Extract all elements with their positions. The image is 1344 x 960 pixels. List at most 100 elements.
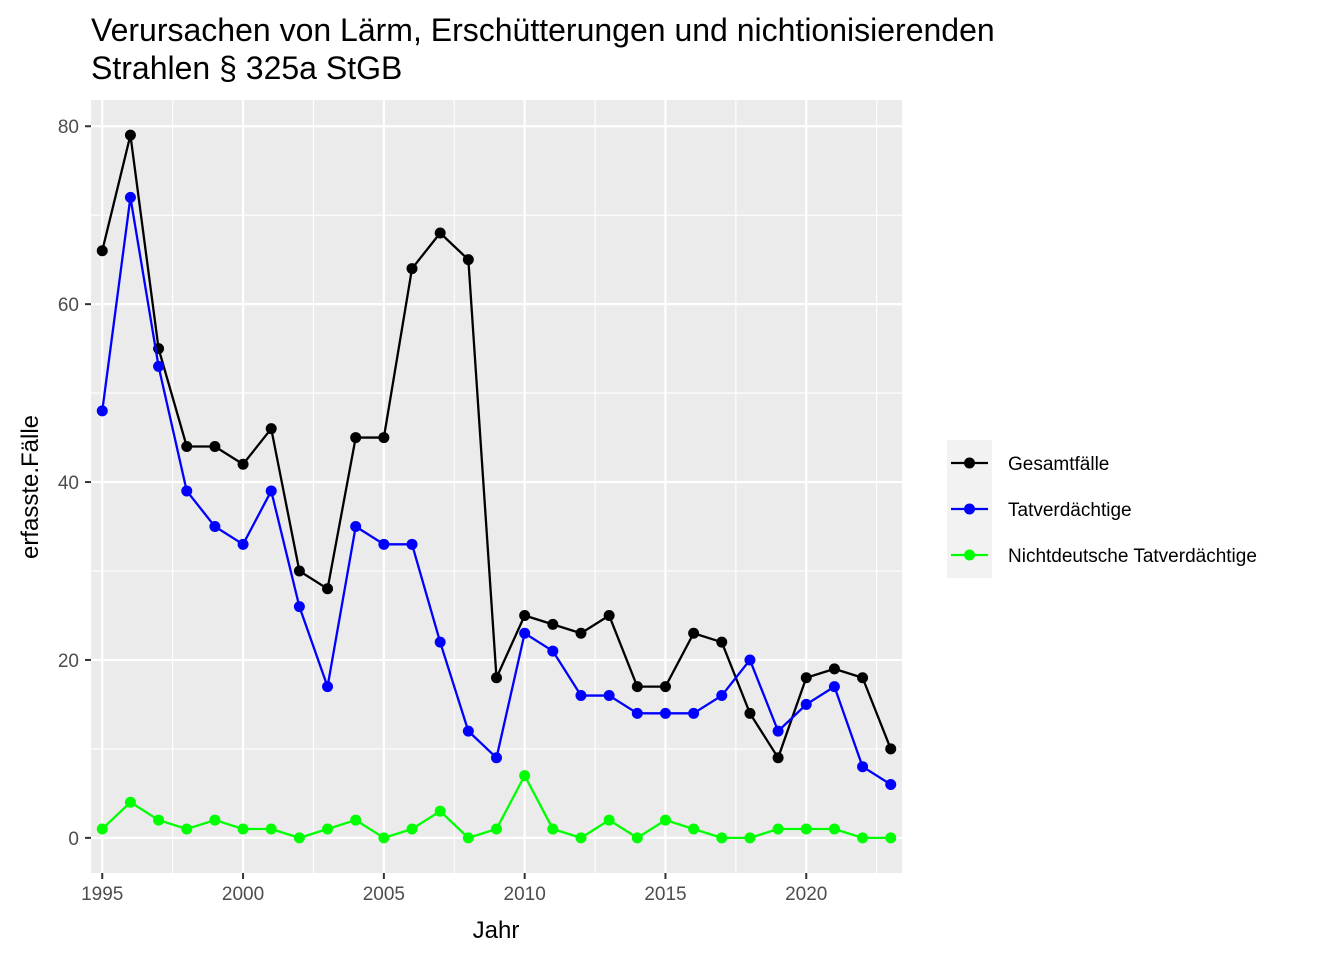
data-point (181, 823, 193, 835)
x-axis-title: Jahr (473, 917, 520, 944)
data-point (406, 823, 418, 835)
data-point (744, 707, 756, 719)
data-point (181, 485, 193, 497)
data-point (181, 440, 193, 452)
series-3 (96, 770, 897, 844)
data-point (293, 832, 305, 844)
data-point (462, 254, 474, 266)
data-point (322, 823, 334, 835)
data-point (744, 654, 756, 666)
data-point (659, 681, 671, 693)
data-point (772, 752, 784, 764)
y-tick-label: 40 (58, 473, 79, 494)
data-point (631, 681, 643, 693)
data-point (491, 752, 502, 764)
data-point (659, 814, 671, 826)
data-point (434, 636, 446, 648)
data-point (237, 823, 249, 835)
data-point (547, 618, 559, 630)
x-tick-label: 2015 (644, 884, 686, 905)
data-point (631, 707, 643, 719)
data-point (519, 627, 531, 639)
data-point (293, 565, 305, 577)
data-point (96, 405, 108, 417)
chart-title-line-1: Verursachen von Lärm, Erschütterungen un… (91, 12, 995, 48)
data-point (857, 672, 869, 684)
data-point (688, 627, 700, 639)
data-point (800, 698, 812, 710)
data-point (547, 645, 559, 657)
data-point (237, 458, 249, 470)
y-tick-label: 60 (58, 295, 79, 316)
y-axis-title: erfasste.Fälle (17, 415, 44, 559)
x-tick-label: 2005 (363, 884, 405, 905)
data-point (237, 538, 249, 550)
data-point (406, 538, 418, 550)
series-2 (96, 191, 897, 790)
legend-key-point (964, 503, 975, 515)
data-point (716, 636, 728, 648)
data-point (688, 707, 700, 719)
data-point (265, 485, 277, 497)
data-point (659, 707, 671, 719)
data-point (885, 832, 897, 844)
data-point (434, 227, 446, 239)
data-point (519, 609, 531, 621)
data-point (124, 129, 136, 141)
data-point (857, 832, 869, 844)
legend-label: Nichtdeutsche Tatverdächtige (1008, 546, 1257, 567)
data-point (322, 681, 334, 693)
data-point (575, 832, 587, 844)
legend-key-point (964, 549, 975, 561)
data-point (828, 681, 840, 693)
y-tick-label: 80 (58, 117, 79, 138)
data-point (462, 725, 474, 737)
data-point (519, 770, 531, 782)
legend-label: Gesamtfälle (1008, 454, 1109, 475)
legend-entry-1: Gesamtfälle (951, 454, 1109, 475)
data-point (631, 832, 643, 844)
data-point (406, 263, 418, 275)
data-point (575, 627, 587, 639)
data-point (603, 690, 615, 702)
data-point (857, 761, 869, 773)
data-point (124, 796, 136, 808)
data-point (744, 832, 756, 844)
data-point (209, 440, 221, 452)
data-point (772, 725, 784, 737)
data-point (491, 672, 502, 684)
data-point (350, 521, 362, 533)
data-point (716, 690, 728, 702)
data-point (772, 823, 784, 835)
data-point (378, 538, 390, 550)
data-point (153, 814, 165, 826)
legend: Gesamtfälle Tatverdächtige Nichtdeutsche T… (947, 440, 1257, 578)
series-layer (96, 129, 897, 844)
data-point (124, 191, 136, 203)
y-tick-label: 0 (68, 829, 79, 850)
data-point (378, 832, 390, 844)
y-tick-label: 20 (58, 651, 79, 672)
plot-panel (91, 100, 902, 873)
data-point (603, 814, 615, 826)
grid (91, 100, 902, 873)
data-point (603, 609, 615, 621)
data-point (716, 832, 728, 844)
series-1 (96, 129, 897, 764)
data-point (265, 423, 277, 435)
legend-entry-2: Tatverdächtige (951, 500, 1132, 521)
data-point (96, 245, 108, 257)
x-tick-label: 2020 (785, 884, 827, 905)
legend-key-point (964, 457, 975, 469)
axes: 1995 2000 2005 2010 2015 2020 0 20 40 60 80 (58, 117, 828, 905)
data-point (547, 823, 559, 835)
x-tick-label: 2010 (504, 884, 546, 905)
data-point (575, 690, 587, 702)
data-point (688, 823, 700, 835)
data-point (322, 583, 334, 595)
data-point (800, 823, 812, 835)
data-point (350, 432, 362, 444)
data-point (434, 805, 446, 817)
data-point (885, 778, 897, 790)
data-point (209, 521, 221, 533)
